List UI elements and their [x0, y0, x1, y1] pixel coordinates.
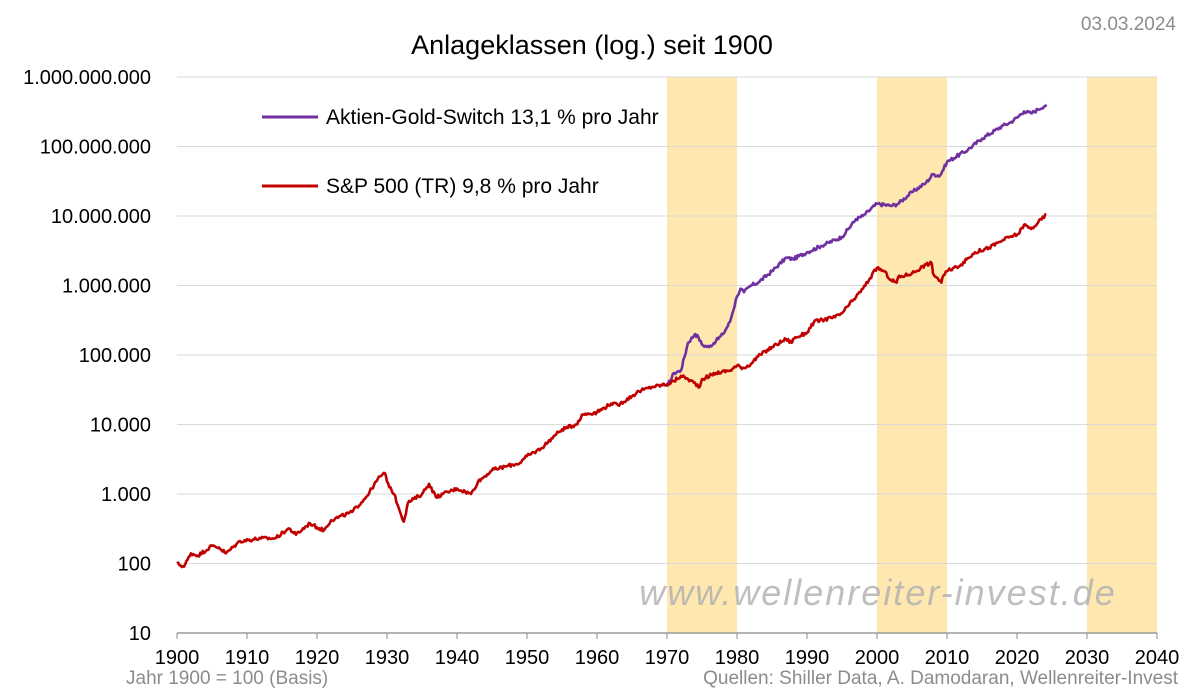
- y-tick-label: 10: [129, 623, 151, 645]
- y-tick-label: 1.000: [101, 484, 151, 506]
- axes: 1.000.000.000 100.000.000 10.000.000 1.000.…: [23, 67, 1179, 669]
- y-tick-label: 100.000.000: [40, 137, 151, 159]
- series-line-0: [665, 103, 1048, 388]
- gridlines: [177, 76, 1157, 564]
- date-label: 03.03.2024: [1080, 14, 1176, 35]
- x-tick-label: 1940: [435, 647, 480, 669]
- x-tick-label: 1960: [575, 647, 620, 669]
- x-tick-label: 1930: [365, 647, 410, 669]
- legend-label-0: Aktien-Gold-Switch 13,1 % pro Jahr: [326, 106, 659, 129]
- y-tick-label: 100.000: [79, 345, 151, 367]
- x-tick-label: 1970: [645, 647, 690, 669]
- x-tick-label: 2010: [925, 647, 970, 669]
- y-tick-label: 10.000: [90, 415, 151, 437]
- x-tick-label: 1950: [505, 647, 550, 669]
- x-tick-label: 1980: [715, 647, 760, 669]
- legend: Aktien-Gold-Switch 13,1 % pro Jahr S&P 50…: [262, 106, 659, 198]
- x-tick-label: 2030: [1065, 647, 1110, 669]
- chart-title: Anlageklassen (log.) seit 1900: [411, 30, 773, 60]
- y-tick-label: 100: [118, 554, 151, 576]
- x-tick-label: 2020: [995, 647, 1040, 669]
- footer-basis-note: Jahr 1900 = 100 (Basis): [126, 668, 329, 689]
- x-tick-label: 1990: [785, 647, 830, 669]
- x-tick-label: 2000: [855, 647, 900, 669]
- legend-label-1: S&P 500 (TR) 9,8 % pro Jahr: [326, 175, 599, 198]
- footer-sources: Quellen: Shiller Data, A. Damodaran, Wel…: [703, 668, 1178, 689]
- y-tick-label: 10.000.000: [51, 206, 151, 228]
- watermark: www.wellenreiter-invest.de: [639, 572, 1117, 613]
- y-tick-label: 1.000.000.000: [23, 67, 151, 89]
- x-tick-label: 1910: [225, 647, 270, 669]
- x-tick-label: 2040: [1135, 647, 1180, 669]
- x-tick-label: 1920: [295, 647, 340, 669]
- series-line-1: [176, 213, 1047, 569]
- y-tick-label: 1.000.000: [62, 276, 151, 298]
- series-lines: [176, 103, 1048, 569]
- x-tick-label: 1900: [155, 647, 200, 669]
